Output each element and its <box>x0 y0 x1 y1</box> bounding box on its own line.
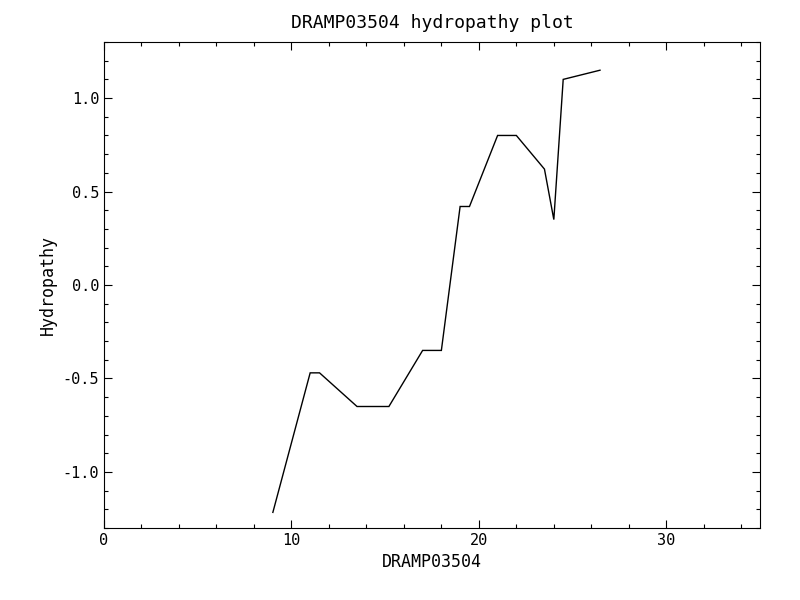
Title: DRAMP03504 hydropathy plot: DRAMP03504 hydropathy plot <box>290 14 574 32</box>
Y-axis label: Hydropathy: Hydropathy <box>39 235 57 335</box>
X-axis label: DRAMP03504: DRAMP03504 <box>382 553 482 571</box>
